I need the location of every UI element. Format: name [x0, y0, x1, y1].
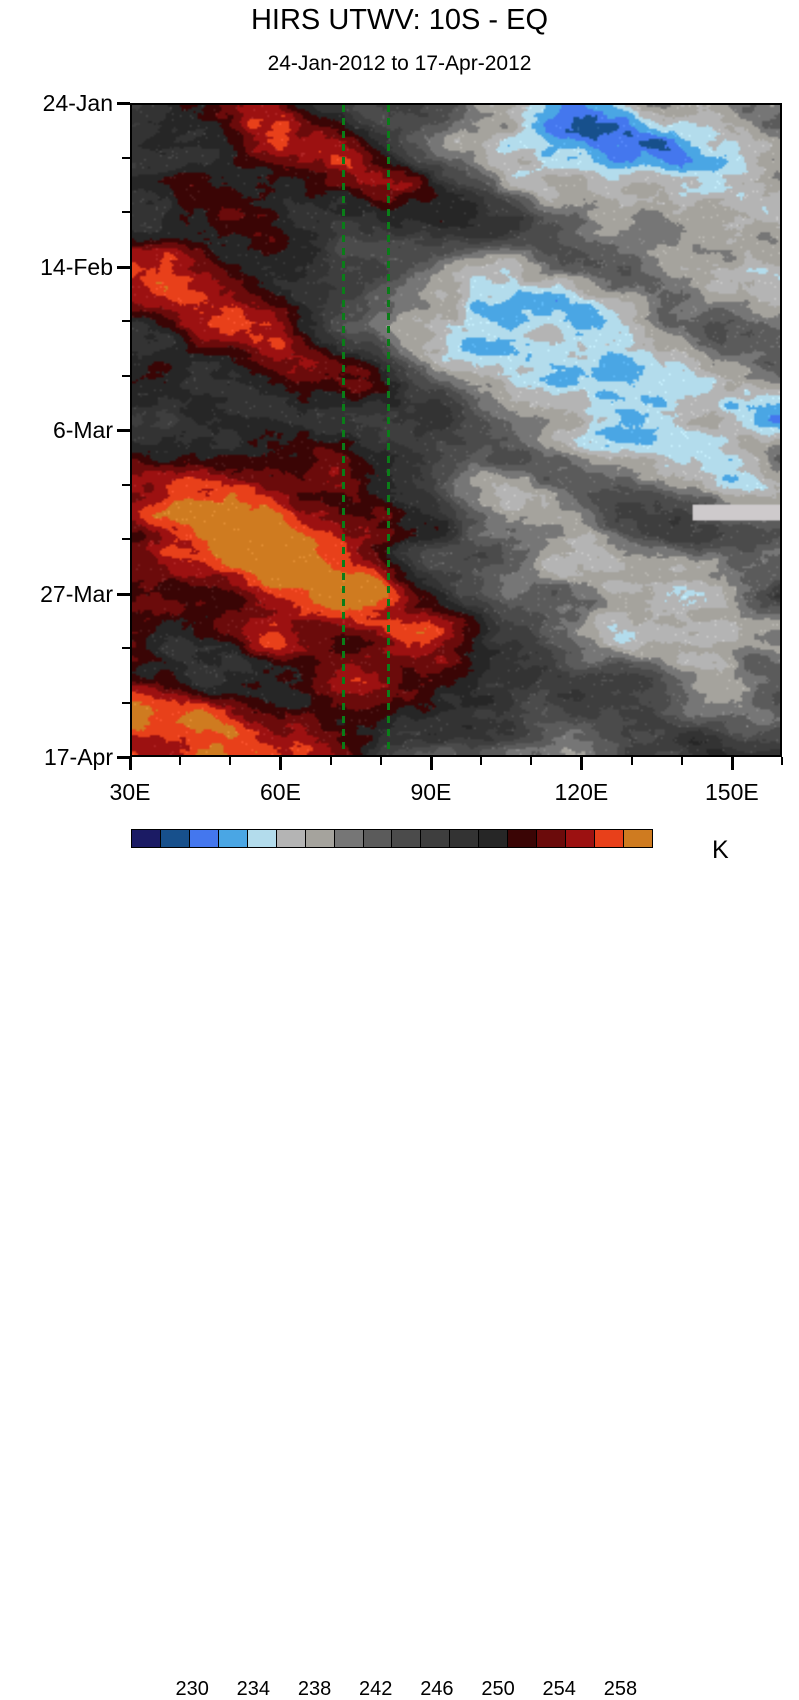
- x-axis-label-2: 90E: [410, 779, 452, 805]
- x-axis-tick-minor: [530, 757, 533, 765]
- x-axis-tick-minor: [680, 757, 683, 765]
- colorbar-swatch-5: [276, 830, 306, 847]
- colorbar-tick-5: 250: [481, 1678, 515, 1700]
- colorbar-swatch-13: [508, 830, 538, 847]
- y-axis-tick-major: [117, 429, 130, 432]
- colorbar-swatch-12: [479, 830, 509, 847]
- x-axis-label-3: 120E: [554, 779, 609, 805]
- x-axis-label-4: 150E: [704, 779, 759, 805]
- colorbar-swatch-3: [218, 830, 248, 847]
- figure: HIRS UTWV: 10S - EQ 24-Jan-2012 to 17-Ap…: [40, 4, 783, 1700]
- green-dashed-marker-east: [386, 105, 390, 755]
- colorbar-swatch-9: [392, 830, 422, 847]
- colorbar-tick-4: 246: [420, 1678, 454, 1700]
- colorbar-swatch-11: [450, 830, 480, 847]
- colorbar-swatch-16: [595, 830, 624, 847]
- contour-field-canvas: [132, 105, 780, 755]
- colorbar-swatch-14: [537, 830, 567, 847]
- y-axis-tick-minor: [122, 538, 130, 540]
- colorbar-tick-1: 234: [236, 1678, 271, 1700]
- x-axis-tick-major: [730, 757, 734, 770]
- page-title: HIRS UTWV: 10S - EQ: [250, 4, 549, 36]
- y-axis-label-4: 17-Apr: [43, 744, 113, 770]
- hovmoller-plot-area: [130, 103, 782, 757]
- colorbar-swatch-8: [363, 830, 393, 847]
- x-axis-tick-minor: [229, 757, 232, 765]
- y-axis-tick-minor: [122, 374, 130, 377]
- y-axis-label-1: 14-Feb: [40, 253, 113, 280]
- colorbar-swatch-2: [189, 830, 219, 847]
- colorbar-tick-2: 238: [297, 1678, 332, 1700]
- x-axis-tick-major: [429, 757, 433, 770]
- y-axis-tick-minor: [122, 211, 130, 213]
- x-axis-tick-minor: [329, 757, 332, 765]
- colorbar-swatch-4: [247, 830, 277, 847]
- colorbar-unit-label: K: [712, 836, 729, 864]
- y-axis-tick-minor: [122, 320, 130, 322]
- colorbar: [131, 829, 653, 848]
- colorbar-tick-6: 254: [542, 1678, 576, 1700]
- colorbar-tick-0: 230: [175, 1678, 209, 1700]
- y-axis-tick-major: [117, 102, 130, 105]
- x-axis-tick-minor: [179, 757, 182, 765]
- colorbar-swatch-15: [566, 830, 595, 847]
- green-dashed-marker-west: [341, 105, 345, 755]
- y-axis-label-2: 6-Mar: [52, 417, 113, 443]
- date-range-subtitle: 24-Jan-2012 to 17-Apr-2012: [267, 52, 532, 75]
- y-axis-tick-major: [117, 756, 130, 759]
- colorbar-tick-7: 258: [603, 1678, 638, 1700]
- colorbar-swatch-17: [623, 830, 652, 847]
- colorbar-swatch-7: [334, 830, 364, 847]
- y-axis-tick-major: [117, 592, 130, 596]
- colorbar-swatch-6: [305, 830, 335, 847]
- y-axis-tick-major: [117, 265, 130, 269]
- y-axis-tick-minor: [122, 647, 130, 649]
- colorbar-tick-3: 242: [359, 1678, 393, 1700]
- colorbar-swatch-1: [160, 830, 190, 847]
- y-axis-tick-minor: [122, 701, 130, 704]
- x-axis-tick-minor: [480, 757, 483, 765]
- x-axis-tick-minor: [781, 757, 783, 765]
- x-axis-label-0: 30E: [109, 779, 151, 805]
- contour-field: [132, 105, 780, 755]
- y-axis-tick-minor: [122, 483, 130, 486]
- x-axis-tick-major: [279, 757, 283, 770]
- x-axis-tick-major: [580, 757, 584, 770]
- y-axis-tick-minor: [122, 156, 130, 159]
- x-axis-tick-minor: [630, 757, 633, 765]
- colorbar-swatch-10: [421, 830, 451, 847]
- x-axis-label-1: 60E: [259, 779, 301, 805]
- x-axis-tick-major: [129, 757, 132, 770]
- colorbar-swatch-0: [132, 830, 161, 847]
- y-axis-label-0: 24-Jan: [42, 90, 113, 116]
- x-axis-tick-minor: [379, 757, 382, 765]
- y-axis-label-3: 27-Mar: [40, 580, 113, 607]
